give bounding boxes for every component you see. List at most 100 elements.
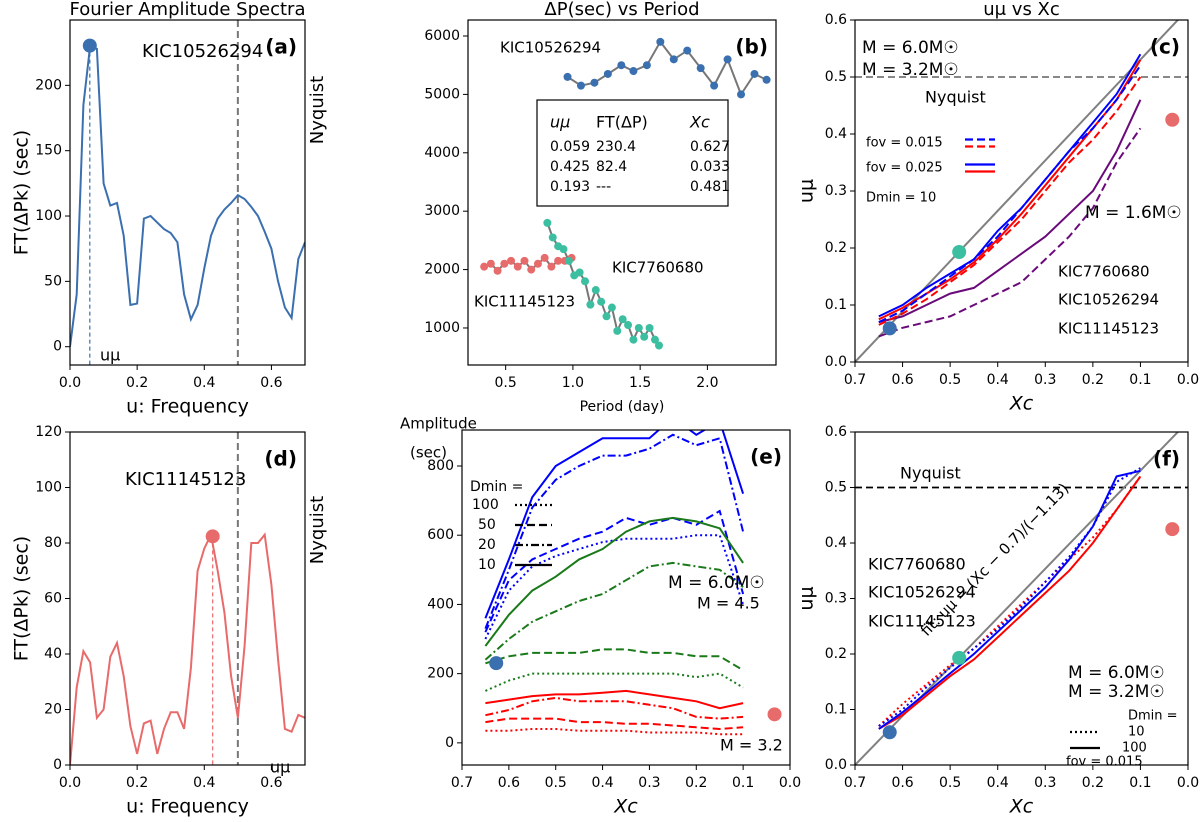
annotation: 10 [1128,725,1145,740]
y-tick-label: 0.3 [825,591,847,607]
annotation: M = 6.0M☉ [1068,663,1165,683]
star-point [1165,522,1180,537]
x-tick-label: 0.6 [891,775,913,791]
x-tick-label: 0.2 [685,775,707,791]
series-marker [617,61,626,70]
series-marker [533,259,542,268]
panel-label: (b) [735,35,768,59]
annotation: KIC11145123 [125,469,246,490]
series-line [484,509,745,633]
series-marker [563,72,572,81]
plot-area [855,20,1188,362]
series-marker [590,78,599,87]
x-axis-label: u: Frequency [126,396,249,418]
annotation: Nyquist [307,496,328,564]
axes-frame [69,19,306,366]
y-axis-label: FT(ΔPk) (sec) [11,536,33,661]
panel: Fourier Amplitude Spectra u: Frequency FT(… [11,0,329,418]
series-marker [654,341,663,350]
y-tick-label: 0 [53,339,62,355]
x-tick-label: 0.0 [779,775,801,791]
series-marker [629,67,638,76]
x-tick-label: 0.0 [1177,775,1199,791]
table-cell: 0.425 [550,159,590,175]
y-tick-label: 0.0 [825,757,847,773]
x-tick-label: 0.6 [260,775,282,791]
star-point [767,707,782,722]
star-point [952,650,967,665]
annotation: M = 1.6M☉ [1085,203,1182,223]
y-tick-label: 100 [35,480,62,496]
plot-area [70,20,305,365]
table-header: FT(ΔP) [596,113,648,132]
series-marker [480,262,489,271]
y-axis-label: FT(ΔPk) (sec) [11,130,33,255]
table-cell: 230.4 [596,139,636,155]
x-tick-label: 0.0 [1177,372,1199,388]
annotation: Nyquist [925,88,986,107]
series-line [484,561,744,661]
y-tick-label: 0.6 [825,12,847,28]
series-marker [540,253,549,262]
x-axis-label: Xc [1009,796,1034,818]
series-marker [624,321,633,330]
series-marker [543,218,552,227]
x-tick-label: 0.1 [732,775,754,791]
y-tick-label: 800 [427,458,454,474]
x-axis-label: Xc [1009,393,1034,415]
table-frame [536,99,729,207]
x-tick-label: 0.2 [1082,372,1104,388]
x-tick-label: 0.3 [1034,372,1056,388]
y-tick-label: 3000 [424,203,460,219]
series-marker [629,335,638,344]
y-tick-label: 0.5 [825,480,847,496]
x-tick-label: 0.1 [1129,372,1151,388]
series-marker [527,265,536,274]
annotation: (sec) [410,444,447,462]
panel-label: (e) [750,445,782,469]
series-marker [547,262,556,271]
annotation: 10 [478,557,496,573]
annotation: Dmin = [470,479,523,495]
y-tick-label: 0.6 [825,424,847,440]
annotation: M = 6.0M☉ [862,38,959,58]
series-marker [500,259,509,268]
annotation: 20 [478,537,496,553]
y-tick-label: 0.4 [825,126,847,142]
table-header: uμ [550,113,570,132]
star-point [882,725,897,740]
annotation: KIC7760680 [612,259,704,277]
annotation: KIC11145123 [1058,320,1159,338]
series-marker [607,303,616,312]
series-line [878,475,1142,730]
y-tick-label: 80 [44,535,62,551]
series-line [546,222,660,347]
x-tick-label: 0.7 [844,372,866,388]
annotation: Amplitude [400,415,477,433]
x-tick-label: 0.4 [987,775,1009,791]
annotation: Dmin = [1128,709,1178,724]
x-tick-label: 0.7 [844,775,866,791]
series-line [484,516,744,647]
y-tick-label: 120 [35,424,62,440]
panel-title: ΔP(sec) vs Period [544,0,699,20]
table-header: Xc [689,113,710,132]
y-tick-label: 150 [35,143,62,159]
star-point [1165,112,1180,127]
y-tick-label: 0.2 [825,240,847,256]
series-marker [645,323,654,332]
x-tick-label: 0.2 [126,375,148,391]
table-cell: 0.481 [690,179,730,195]
plot-area [484,430,745,736]
panel: Xc uμ 0.7 0.6 0.5 0.4 0.3 0.2 0.1 0.0 0.0 0.1 0.2 0.3… [796,424,1200,818]
series-marker [710,81,719,90]
y-tick-label: 0.0 [825,354,847,370]
annotation: 100 [1122,741,1147,756]
annotation: fov = 0.015 [1066,755,1143,770]
series-marker [513,262,522,271]
y-tick-label: 0 [445,735,454,751]
x-tick-label: 1.5 [629,375,651,391]
series-line [878,127,1142,338]
y-tick-label: 5000 [424,86,460,102]
